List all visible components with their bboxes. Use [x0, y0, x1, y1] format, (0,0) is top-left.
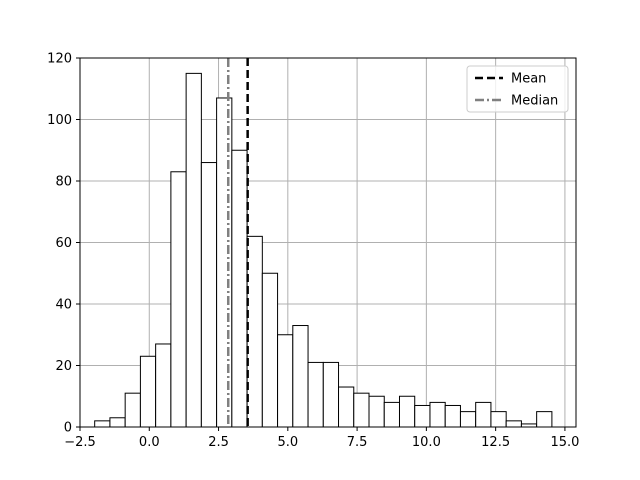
histogram-bar [353, 392, 370, 428]
y-tick-label: 80 [55, 175, 72, 190]
histogram-bar [398, 395, 416, 428]
histogram-bar [368, 395, 385, 428]
x-axis: −2.5 0.0 2.5 5.0 7.5 10.0 12.5 15.0 [64, 427, 579, 450]
x-tick-label: 7.5 [347, 435, 368, 450]
y-tick-label: 40 [55, 298, 72, 313]
histogram-bar [216, 97, 233, 428]
histogram-bar [200, 162, 218, 428]
x-tick-label: 12.5 [481, 435, 510, 450]
x-tick-label: 0.0 [139, 435, 160, 450]
histogram-bar [505, 420, 522, 428]
y-tick-label: 60 [55, 236, 72, 251]
histogram-bar [231, 149, 248, 428]
histogram-bar [414, 404, 431, 428]
histogram-bar [292, 325, 309, 428]
histogram-bar [322, 361, 340, 428]
histogram-bar [155, 343, 172, 428]
histogram-bar [490, 411, 507, 428]
histogram-bar [444, 404, 461, 428]
histogram-bar [185, 72, 202, 428]
legend: Mean Median [466, 65, 569, 113]
x-tick-label: −2.5 [64, 435, 96, 450]
histogram-bar [429, 401, 446, 428]
reference-lines [226, 58, 249, 427]
legend-label: Mean [511, 72, 546, 87]
histogram-bar [459, 411, 477, 428]
histogram-bar [307, 361, 324, 428]
histogram-bar [383, 401, 400, 428]
y-tick-label: 0 [64, 421, 72, 436]
histogram-bar [261, 272, 279, 428]
histogram-bar [277, 334, 294, 428]
legend-label: Median [511, 94, 558, 109]
x-tick-label: 2.5 [208, 435, 229, 450]
y-tick-label: 120 [47, 52, 72, 67]
histogram-bar [94, 420, 111, 428]
histogram-bar [124, 392, 141, 428]
y-axis: 0 20 40 60 80 100 120 [47, 52, 80, 436]
x-tick-label: 15.0 [550, 435, 579, 450]
bars [94, 72, 553, 428]
histogram-bar [139, 355, 157, 428]
histogram-bar [475, 401, 492, 428]
histogram-bar [338, 386, 355, 428]
y-tick-label: 20 [55, 359, 72, 374]
histogram-bar [109, 417, 126, 428]
histogram-bar [170, 171, 187, 428]
x-tick-label: 5.0 [277, 435, 298, 450]
histogram-bar [536, 411, 553, 428]
x-tick-label: 10.0 [412, 435, 441, 450]
y-tick-label: 100 [47, 113, 72, 128]
histogram-bar [246, 235, 263, 428]
